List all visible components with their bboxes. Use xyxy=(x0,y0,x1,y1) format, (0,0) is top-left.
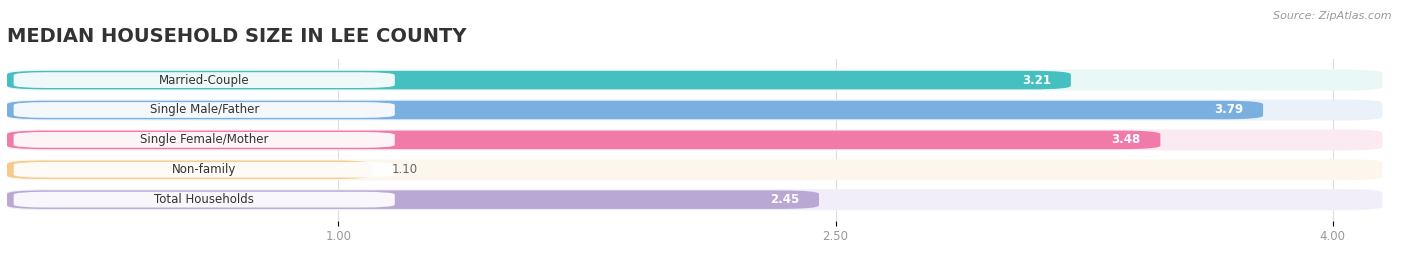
FancyBboxPatch shape xyxy=(7,70,1382,91)
FancyBboxPatch shape xyxy=(14,192,395,208)
Text: 3.21: 3.21 xyxy=(1022,74,1050,87)
FancyBboxPatch shape xyxy=(14,102,395,118)
FancyBboxPatch shape xyxy=(7,190,818,209)
FancyBboxPatch shape xyxy=(7,101,1263,119)
Text: Total Households: Total Households xyxy=(155,193,254,206)
FancyBboxPatch shape xyxy=(7,131,1160,149)
FancyBboxPatch shape xyxy=(14,72,395,88)
Text: 1.10: 1.10 xyxy=(391,163,418,176)
Text: Source: ZipAtlas.com: Source: ZipAtlas.com xyxy=(1274,11,1392,21)
Text: Single Female/Mother: Single Female/Mother xyxy=(141,133,269,146)
Text: MEDIAN HOUSEHOLD SIZE IN LEE COUNTY: MEDIAN HOUSEHOLD SIZE IN LEE COUNTY xyxy=(7,27,467,46)
FancyBboxPatch shape xyxy=(7,161,371,179)
Text: 3.79: 3.79 xyxy=(1213,104,1243,116)
Text: 2.45: 2.45 xyxy=(770,193,799,206)
FancyBboxPatch shape xyxy=(7,159,1382,180)
FancyBboxPatch shape xyxy=(7,100,1382,121)
FancyBboxPatch shape xyxy=(14,162,395,178)
Text: Single Male/Father: Single Male/Father xyxy=(149,104,259,116)
Text: Married-Couple: Married-Couple xyxy=(159,74,249,87)
FancyBboxPatch shape xyxy=(7,129,1382,150)
Text: 3.48: 3.48 xyxy=(1111,133,1140,146)
FancyBboxPatch shape xyxy=(7,189,1382,210)
FancyBboxPatch shape xyxy=(14,132,395,148)
FancyBboxPatch shape xyxy=(7,71,1071,89)
Text: Non-family: Non-family xyxy=(172,163,236,176)
